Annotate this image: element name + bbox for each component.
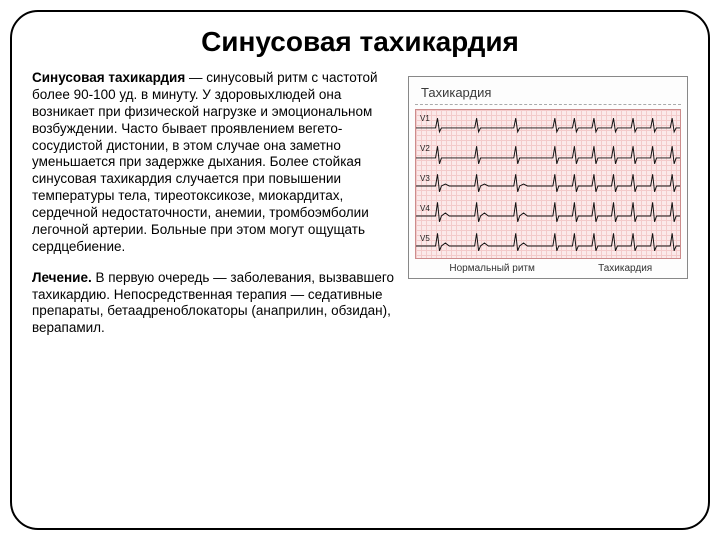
ecg-caption: Тахикардия [415, 83, 681, 105]
label-normal-rhythm: Нормальный ритм [415, 263, 569, 274]
label-tachycardia: Тахикардия [569, 263, 681, 274]
ecg-trace-v4 [416, 200, 680, 230]
image-column: Тахикардия V1 V2 V3 V4 V5 [408, 70, 688, 351]
ecg-trace-v2 [416, 140, 680, 170]
ecg-figure: Тахикардия V1 V2 V3 V4 V5 [408, 76, 688, 279]
slide-title: Синусовая тахикардия [32, 26, 688, 58]
paragraph-definition: Синусовая тахикардия — синусовый ритм с … [32, 70, 400, 256]
slide-frame: Синусовая тахикардия Синусовая тахикарди… [10, 10, 710, 530]
ecg-trace-v1 [416, 110, 680, 140]
ecg-bottom-labels: Нормальный ритм Тахикардия [415, 263, 681, 274]
treatment-lead: Лечение. [32, 270, 92, 285]
lead-label-v1: V1 [420, 114, 430, 123]
lead-label-v3: V3 [420, 174, 430, 183]
ecg-trace-v5 [416, 230, 680, 260]
lead-label-v5: V5 [420, 234, 430, 243]
definition-lead: Синусовая тахикардия [32, 70, 185, 85]
content-row: Синусовая тахикардия — синусовый ритм с … [32, 70, 688, 351]
text-column: Синусовая тахикардия — синусовый ритм с … [32, 70, 400, 351]
ecg-grid: V1 V2 V3 V4 V5 [415, 109, 681, 259]
ecg-trace-v3 [416, 170, 680, 200]
definition-body: — синусовый ритм с частотой более 90-100… [32, 70, 378, 254]
lead-label-v4: V4 [420, 204, 430, 213]
lead-label-v2: V2 [420, 144, 430, 153]
paragraph-treatment: Лечение. В первую очередь — заболевания,… [32, 270, 400, 338]
